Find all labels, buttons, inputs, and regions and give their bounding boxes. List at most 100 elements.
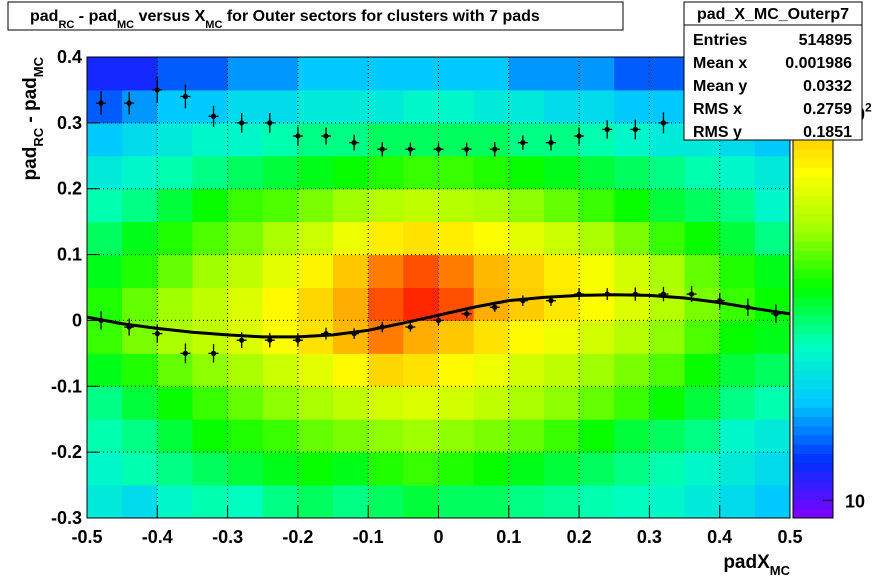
y-tick-label: 0.2	[57, 179, 82, 199]
heatmap-cell	[543, 287, 580, 321]
heatmap-cell	[192, 221, 229, 256]
data-point	[435, 317, 442, 324]
data-point	[295, 133, 301, 139]
heatmap-cell	[438, 188, 475, 223]
subscript: RC	[58, 19, 74, 31]
heatmap-cell	[438, 353, 475, 387]
heatmap-cell	[368, 287, 404, 321]
heatmap-cell	[227, 122, 264, 157]
subscript: MC	[117, 19, 134, 31]
heatmap-cell	[368, 386, 404, 420]
heatmap-cell	[227, 485, 264, 519]
heatmap-cell	[754, 353, 791, 387]
heatmap	[87, 57, 791, 519]
heatmap-cell	[508, 320, 545, 354]
color-band	[793, 305, 833, 316]
heatmap-cell	[508, 89, 545, 124]
heatmap-cell	[87, 386, 123, 420]
heatmap-cell	[579, 57, 615, 91]
text-part: pad	[30, 8, 58, 25]
heatmap-cell	[333, 89, 369, 124]
heatmap-cell	[333, 353, 369, 387]
heatmap-cell	[333, 57, 369, 91]
heatmap-cell	[227, 221, 264, 256]
data-point	[492, 304, 498, 310]
y-tick-label: -0.3	[51, 508, 82, 528]
data-point	[267, 337, 273, 343]
x-tick-label: -0.3	[212, 527, 243, 547]
heatmap-cell	[473, 57, 510, 91]
heatmap-cell	[473, 485, 510, 519]
stats-value: 0.1851	[803, 124, 852, 141]
heatmap-cell	[754, 188, 791, 223]
heatmap-cell	[614, 386, 650, 420]
heatmap-cell	[649, 57, 686, 91]
text-part: padX	[723, 552, 770, 573]
heatmap-cell	[719, 386, 756, 420]
data-point	[182, 93, 189, 100]
heatmap-cell	[719, 485, 756, 519]
x-tick-label: 0.1	[496, 527, 521, 547]
data-point	[576, 133, 582, 139]
heatmap-cell	[227, 89, 264, 124]
heatmap-cell	[157, 155, 193, 190]
heatmap-cell	[262, 353, 299, 387]
heatmap-cell	[192, 485, 229, 519]
heatmap-cell	[368, 254, 404, 288]
heatmap-cell	[543, 320, 580, 354]
heatmap-cell	[87, 353, 123, 387]
color-band	[793, 370, 833, 381]
heatmap-cell	[649, 89, 686, 124]
text-part: versus X	[134, 8, 205, 25]
heatmap-cell	[614, 353, 650, 387]
heatmap-cell	[754, 485, 791, 519]
heatmap-cell	[262, 452, 299, 486]
heatmap-cell	[297, 419, 334, 453]
heatmap-cell	[333, 320, 369, 354]
data-point	[464, 146, 470, 152]
heatmap-cell	[403, 485, 439, 519]
heatmap-cell	[192, 57, 229, 91]
heatmap-cell	[333, 122, 369, 157]
heatmap-cell	[157, 452, 193, 486]
heatmap-cell	[333, 155, 369, 190]
heatmap-cell	[473, 386, 510, 420]
z-tick-exponent: 2	[865, 101, 872, 115]
heatmap-cell	[333, 452, 369, 486]
heatmap-cell	[403, 419, 439, 453]
heatmap-cell	[508, 254, 545, 288]
color-band	[793, 361, 833, 371]
heatmap-cell	[368, 89, 404, 124]
heatmap-cell	[368, 485, 404, 519]
heatmap-cell	[122, 188, 158, 223]
heatmap-cell	[754, 386, 791, 420]
data-point	[98, 100, 104, 106]
heatmap-cell	[649, 254, 686, 288]
heatmap-cell	[508, 485, 545, 519]
subscript: RC	[31, 127, 46, 146]
heatmap-cell	[157, 419, 193, 453]
heatmap-cell	[87, 320, 123, 354]
color-band	[793, 250, 833, 261]
heatmap-cell	[438, 386, 475, 420]
heatmap-cell	[368, 122, 404, 157]
heatmap-cell	[122, 221, 158, 256]
heatmap-cell	[297, 221, 334, 256]
heatmap-cell	[684, 386, 721, 420]
data-point	[464, 311, 470, 317]
color-band	[793, 462, 833, 473]
stats-label: RMS x	[693, 101, 742, 118]
subscript: MC	[31, 56, 46, 77]
heatmap-cell	[87, 155, 123, 190]
heatmap-cell	[719, 320, 756, 354]
heatmap-cell	[87, 57, 123, 91]
text-part: - pad	[20, 77, 41, 128]
heatmap-cell	[333, 485, 369, 519]
heatmap-cell	[649, 320, 686, 354]
heatmap-cell	[543, 122, 580, 157]
heatmap-cell	[227, 386, 264, 420]
heatmap-cell	[438, 320, 475, 354]
heatmap-cell	[579, 386, 615, 420]
heatmap-cell	[122, 89, 158, 124]
heatmap-cell	[579, 221, 615, 256]
